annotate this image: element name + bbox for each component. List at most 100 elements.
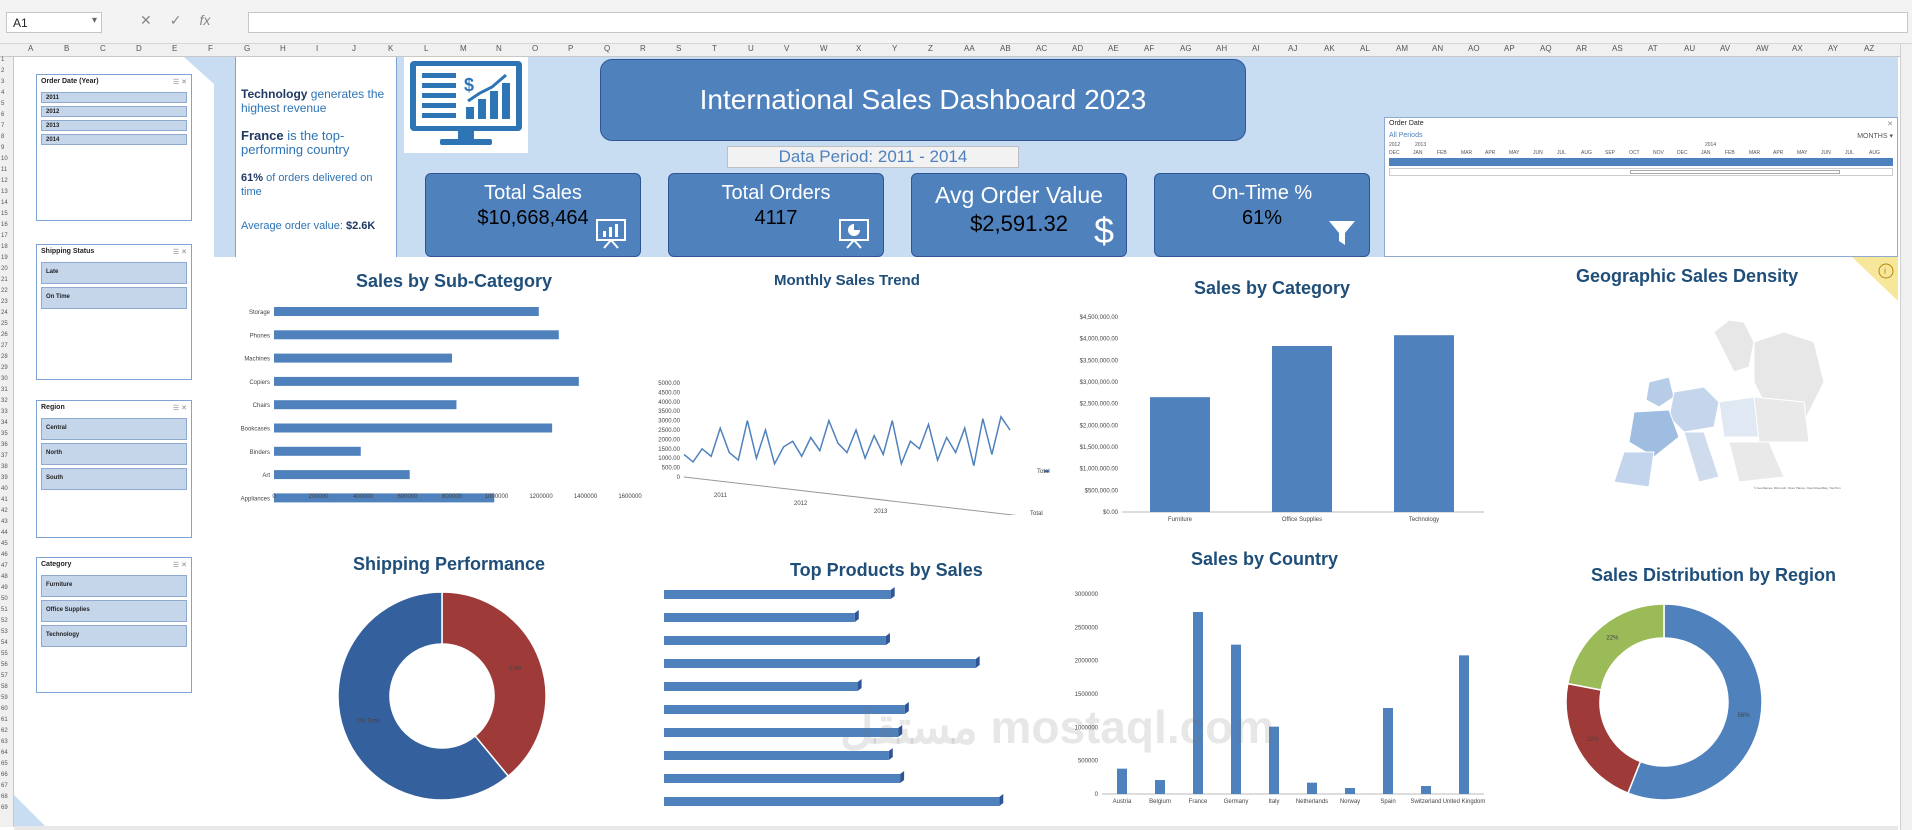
timeline-month: DEC: [1677, 150, 1688, 156]
insight-3: 61% of orders delivered on time: [241, 172, 373, 198]
slicer-item[interactable]: South: [41, 468, 187, 490]
column-letter: X: [856, 44, 862, 53]
row-number: 28: [1, 354, 8, 360]
column-letter: N: [496, 44, 502, 53]
row-number: 27: [1, 343, 8, 349]
tick-label: 1200000: [529, 494, 553, 500]
chart-sales-by-category: $0.00 $500,000.00 $1,000,000.00 $1,500,000.…: [1080, 315, 1484, 523]
row-number: 45: [1, 541, 8, 547]
column-letter: L: [424, 44, 429, 53]
slicer-item[interactable]: Central: [41, 418, 187, 440]
timeline-scrollbar[interactable]: [1389, 168, 1893, 176]
column-letter: K: [388, 44, 394, 53]
slicer-item[interactable]: Furniture: [41, 575, 187, 597]
column-letter: AR: [1576, 44, 1588, 53]
slicer-item[interactable]: 2014: [41, 134, 187, 145]
row-number: 15: [1, 211, 8, 217]
column-letter: R: [640, 44, 646, 53]
formula-input[interactable]: [248, 12, 1908, 33]
row-number: 25: [1, 321, 8, 327]
row-number: 16: [1, 222, 8, 228]
timeline-month: NOV: [1653, 150, 1664, 156]
slicer-item[interactable]: North: [41, 443, 187, 465]
cancel-icon[interactable]: ✕: [140, 12, 152, 28]
tick-label: 2000.00: [658, 437, 680, 443]
row-number: 52: [1, 618, 8, 624]
tick-label: Norway: [1340, 799, 1360, 805]
dashboard-sheet: Order Date (Year) ☰ ✕ 2011 2012 2013 2014…: [14, 57, 1898, 830]
tick-label: 2013: [874, 509, 888, 515]
column-letter: AS: [1612, 44, 1623, 53]
slicer-title: Order Date (Year): [41, 78, 99, 85]
bar: [274, 470, 410, 480]
slicer-item[interactable]: Technology: [41, 625, 187, 647]
chart-title-subcat: Sales by Sub-Category: [356, 271, 553, 291]
data-period: Data Period: 2011 - 2014: [727, 146, 1019, 168]
timeline-years: 2012 2013 2014: [1385, 142, 1897, 150]
slicer-item[interactable]: 2013: [41, 120, 187, 131]
bar: [664, 682, 858, 691]
slicer-order-date[interactable]: Order Date (Year) ☰ ✕ 2011 2012 2013 2014: [36, 74, 192, 221]
column-letter: T: [712, 44, 717, 53]
timeline-months: DEC JAN FEB MAR APR MAY JUN JUL AUG SEP OCT NOV DEC J…: [1385, 150, 1897, 156]
bar: [274, 353, 452, 363]
row-number: 39: [1, 475, 8, 481]
confirm-icon[interactable]: ✓: [169, 12, 182, 28]
slicer-item[interactable]: On Time: [41, 287, 187, 309]
column-letter: AE: [1108, 44, 1119, 53]
bar: [1155, 780, 1165, 794]
chevron-down-icon[interactable]: ▾: [91, 15, 97, 26]
fx-icon[interactable]: fx: [199, 12, 211, 28]
slicer-region[interactable]: Region ☰ ✕ Central North South: [36, 400, 192, 538]
slicer-category[interactable]: Category ☰ ✕ Furniture Office Supplies Te…: [36, 557, 192, 693]
tick-label: Office Supplies: [1282, 517, 1322, 523]
timeline-month: AUG: [1581, 150, 1592, 156]
bar: [664, 774, 901, 783]
row-number: 41: [1, 497, 8, 503]
timeline-bar[interactable]: [1389, 158, 1893, 166]
info-icon[interactable]: i: [1852, 257, 1898, 301]
row-number: 31: [1, 387, 8, 393]
clear-filter-icon[interactable]: ☰ ✕: [172, 562, 187, 569]
horizontal-scrollbar[interactable]: [14, 826, 1898, 830]
kpi-label: On-Time %: [1211, 182, 1313, 204]
row-number: 46: [1, 552, 8, 558]
tick-label: Technology: [1409, 517, 1439, 523]
timeline-unit[interactable]: MONTHS ▾: [1857, 133, 1893, 140]
bar: [664, 705, 905, 714]
slicer-item[interactable]: 2011: [41, 92, 187, 103]
slicer-item[interactable]: 2012: [41, 106, 187, 117]
name-box[interactable]: A1 ▾: [6, 12, 102, 33]
timeline-order-date[interactable]: Order Date ✕ All Periods MONTHS ▾ 2012 201…: [1384, 117, 1898, 257]
tick-label: Switzerland: [1410, 799, 1441, 805]
clear-filter-icon[interactable]: ☰ ✕: [172, 249, 187, 256]
clear-filter-icon[interactable]: ✕: [1887, 121, 1893, 128]
timeline-title: Order Date: [1389, 120, 1424, 127]
row-number: 5: [1, 101, 5, 107]
vertical-scrollbar[interactable]: [1900, 44, 1912, 830]
bar: [664, 797, 1000, 806]
bar: [1307, 782, 1317, 794]
slicer-title: Category: [41, 561, 72, 568]
tick-label: 3000000: [1075, 592, 1099, 598]
clear-filter-icon[interactable]: ☰ ✕: [172, 405, 187, 412]
tick-label: 1000000: [485, 494, 509, 500]
kpi-value: 61%: [1241, 207, 1283, 229]
column-letter: G: [244, 44, 251, 53]
tick-label: Chairs: [253, 403, 270, 409]
row-number: 57: [1, 673, 8, 679]
row-number: 30: [1, 376, 8, 382]
bar: [274, 376, 579, 386]
bar: [1421, 786, 1431, 794]
column-letter: AP: [1504, 44, 1515, 53]
column-letter: D: [136, 44, 142, 53]
watermark: مستقل mostaql.com: [840, 701, 1275, 753]
timeline-month: FEB: [1437, 150, 1447, 156]
slicer-shipping-status[interactable]: Shipping Status ☰ ✕ Late On Time: [36, 244, 192, 380]
column-letter: H: [280, 44, 286, 53]
clear-filter-icon[interactable]: ☰ ✕: [172, 79, 187, 86]
bar: [1272, 346, 1332, 512]
slicer-item[interactable]: Late: [41, 262, 187, 284]
tick-label: 2500.00: [658, 428, 680, 434]
slicer-item[interactable]: Office Supplies: [41, 600, 187, 622]
